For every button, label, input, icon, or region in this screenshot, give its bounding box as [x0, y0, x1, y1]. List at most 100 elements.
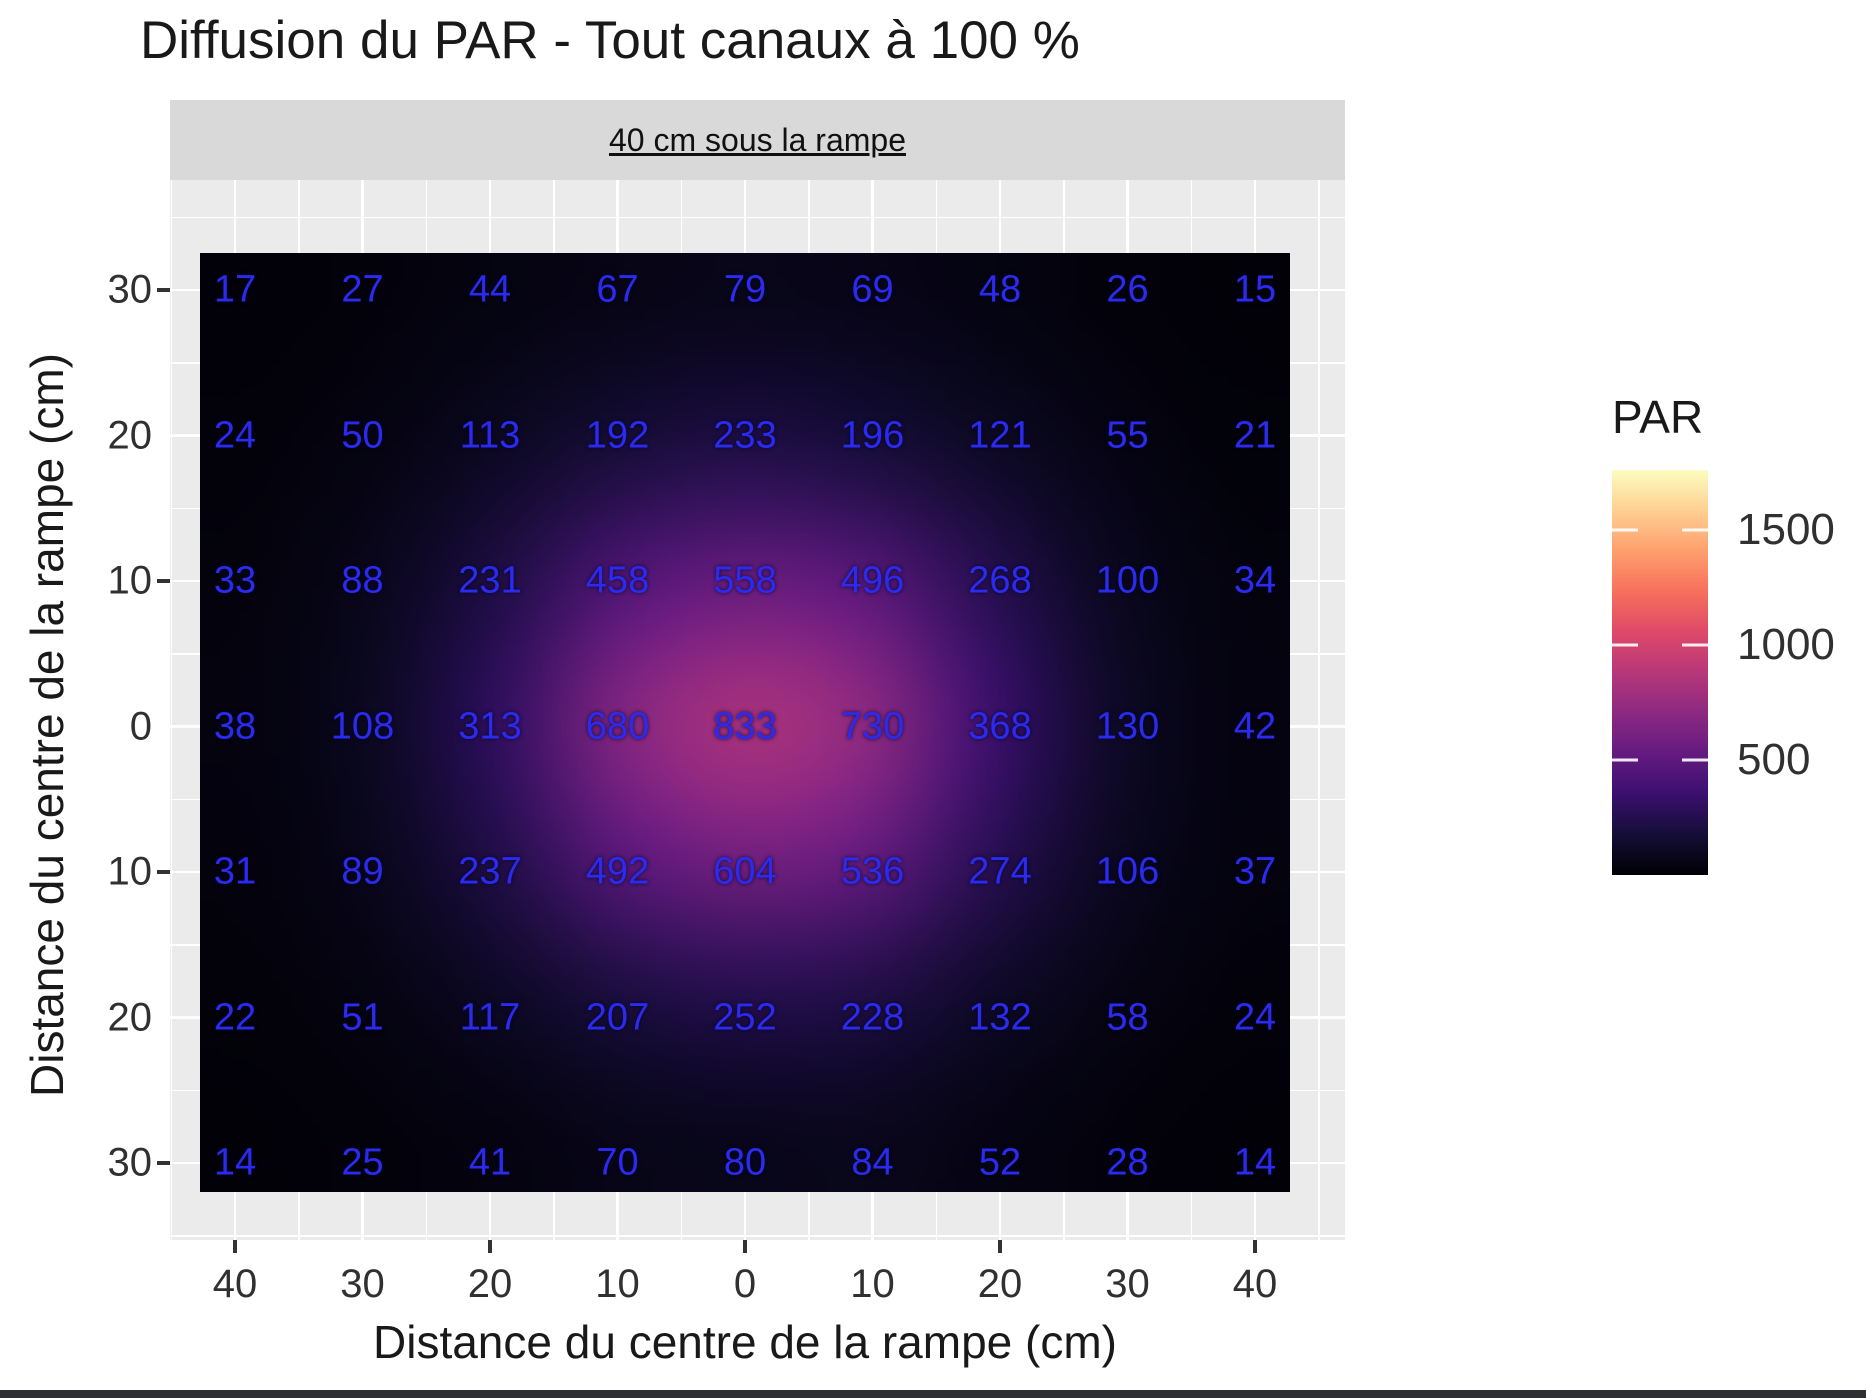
heatmap-value-label: 84	[851, 1141, 894, 1184]
heatmap-value-label: 237	[458, 850, 522, 893]
legend-title: PAR	[1612, 391, 1704, 443]
heatmap-value-label: 492	[585, 850, 650, 893]
x-axis-ticklabel: 20	[977, 1262, 1023, 1306]
heatmap-value-label: 231	[458, 559, 522, 602]
x-axis-tickmark	[743, 1240, 747, 1253]
x-axis-tickmark	[1253, 1240, 1257, 1253]
facet-strip: 40 cm sous la rampe	[170, 100, 1345, 180]
y-axis-ticklabel: 10	[107, 558, 153, 603]
x-axis-ticklabel: 10	[850, 1262, 895, 1306]
heatmap-value-label: 14	[213, 1141, 257, 1184]
facet-strip-label: 40 cm sous la rampe	[608, 121, 906, 158]
x-axis-ticklabel: 10	[595, 1262, 640, 1306]
heatmap-value-label: 113	[459, 414, 521, 456]
heatmap-value-label: 28	[1106, 1141, 1149, 1184]
heatmap-value-label: 80	[723, 1141, 767, 1184]
legend-ticklabel: 1000	[1737, 620, 1835, 669]
y-axis-tickmark	[157, 579, 170, 583]
legend-tickmark	[1612, 643, 1638, 647]
heatmap-value-label: 31	[213, 850, 257, 893]
heatmap-value-label: 833	[713, 705, 777, 747]
heatmap-value-label: 24	[1233, 996, 1277, 1038]
heatmap-value-label: 89	[341, 850, 384, 893]
legend-colorbar	[1612, 470, 1708, 875]
heatmap-value-label: 22	[213, 996, 257, 1038]
legend-tickmark	[1682, 643, 1708, 647]
heatmap-value-label: 252	[713, 996, 777, 1038]
heatmap-value-label: 730	[840, 705, 905, 747]
y-axis-ticklabel: 30	[107, 1140, 153, 1185]
heatmap-value-label: 100	[1095, 559, 1160, 602]
x-axis-tickmark	[998, 1240, 1002, 1253]
heatmap-value-label: 38	[213, 705, 257, 747]
x-axis-ticklabel: 0	[733, 1262, 757, 1306]
heatmap-value-label: 604	[713, 850, 777, 893]
heatmap-value-label: 196	[840, 414, 905, 456]
plot-panel: 17 27 44 67 79 69 48 26 15 24 50 113 192 233 196 121 55 2…	[170, 180, 1345, 1240]
heatmap-value-labels: 17 27 44 67 79 69 48 26 15 24 50 113 192 233 196 121 55 2…	[170, 180, 1345, 1240]
gridline	[170, 216, 1345, 219]
gridline	[170, 1235, 1345, 1237]
heatmap-value-label: 34	[1233, 559, 1277, 602]
heatmap-value-label: 117	[459, 996, 521, 1038]
legend-tickmark	[1612, 528, 1638, 532]
heatmap-value-label: 313	[458, 705, 522, 747]
heatmap-value-label: 121	[968, 414, 1032, 456]
heatmap-raster	[200, 253, 1290, 1192]
y-axis-ticklabel: 20	[107, 413, 153, 457]
legend-tickmark	[1682, 758, 1708, 762]
heatmap-value-label: 27	[341, 268, 384, 311]
y-axis-ticklabel: 10	[107, 849, 153, 894]
heatmap-value-label: 69	[851, 268, 894, 311]
heatmap-value-label: 41	[468, 1141, 512, 1184]
heatmap-value-label: 132	[968, 996, 1032, 1038]
heatmap-value-label: 55	[1106, 414, 1149, 456]
heatmap-value-label: 680	[585, 705, 650, 747]
heatmap-value-label: 17	[213, 268, 257, 311]
legend-tickmark	[1612, 758, 1638, 762]
heatmap-value-label: 50	[341, 414, 384, 456]
heatmap-value-label: 536	[840, 850, 905, 893]
heatmap-value-label: 26	[1106, 268, 1149, 311]
y-axis-ticklabel: 30	[107, 267, 153, 312]
heatmap-value-label: 44	[468, 268, 512, 311]
x-axis-ticklabel: 40	[212, 1262, 258, 1306]
x-axis-tickmark	[233, 1240, 237, 1253]
heatmap-value-label: 42	[1233, 705, 1277, 747]
heatmap-value-label: 233	[713, 414, 777, 456]
y-axis-tickmark	[157, 288, 170, 292]
x-axis-ticklabel: 20	[467, 1262, 513, 1306]
heatmap-value-label: 24	[213, 414, 257, 456]
y-axis-tickmark	[157, 870, 170, 874]
x-axis-ticklabel: 30	[340, 1262, 385, 1306]
x-axis-ticklabel: 40	[1232, 1262, 1278, 1306]
heatmap-value-label: 25	[341, 1141, 384, 1184]
heatmap-value-label: 48	[978, 268, 1022, 311]
heatmap-value-label: 368	[968, 705, 1032, 747]
heatmap-value-label: 79	[723, 268, 767, 311]
heatmap-value-label: 37	[1233, 850, 1277, 893]
heatmap-value-label: 192	[585, 414, 650, 456]
heatmap-value-label: 52	[978, 1141, 1022, 1184]
legend-ticklabel: 1500	[1737, 505, 1835, 554]
y-axis-ticklabel: 20	[107, 995, 153, 1039]
y-axis-ticklabel: 0	[129, 704, 152, 748]
heatmap-value-label: 268	[968, 559, 1032, 602]
heatmap-value-label: 496	[840, 559, 905, 602]
heatmap-value-label: 130	[1095, 705, 1160, 747]
x-axis-tickmark	[488, 1240, 492, 1253]
heatmap-value-label: 88	[341, 559, 384, 602]
x-axis-ticklabel: 30	[1105, 1262, 1150, 1306]
heatmap-value-label: 33	[213, 559, 257, 602]
heatmap-value-label: 228	[840, 996, 905, 1038]
heatmap-value-label: 51	[341, 996, 384, 1038]
heatmap-value-label: 70	[596, 1141, 639, 1184]
legend-tickmark	[1682, 528, 1708, 532]
heatmap-value-label: 67	[596, 268, 639, 311]
heatmap-value-label: 558	[713, 559, 777, 602]
gridline	[170, 180, 173, 1240]
chart-title: Diffusion du PAR - Tout canaux à 100 %	[140, 11, 1080, 70]
y-axis-title: Distance du centre de la rampe (cm)	[21, 353, 73, 1097]
heatmap-value-label: 207	[585, 996, 650, 1038]
heatmap-value-label: 106	[1095, 850, 1160, 893]
